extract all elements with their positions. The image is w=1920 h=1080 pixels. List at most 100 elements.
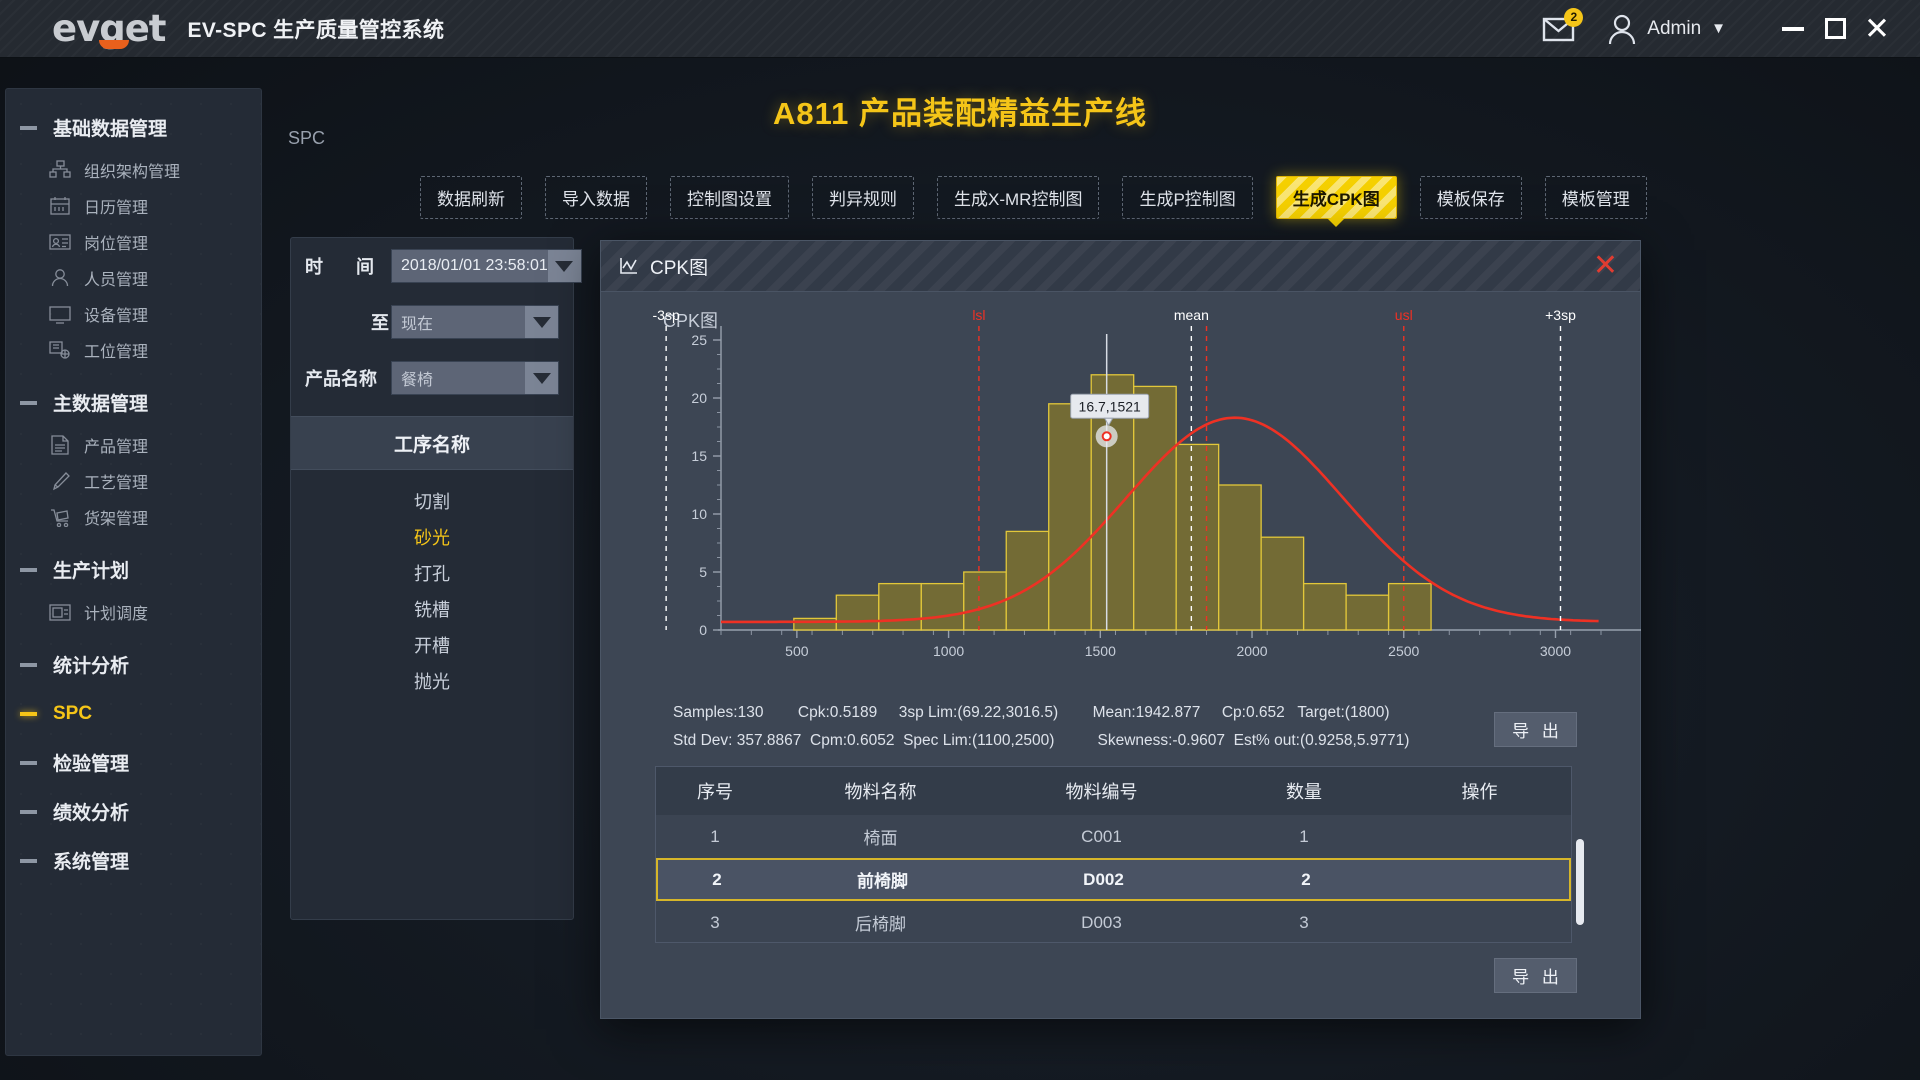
histogram-bar[interactable] bbox=[1302, 582, 1347, 631]
table-scrollbar[interactable] bbox=[1576, 839, 1584, 925]
sidebar-group-3[interactable]: 统计分析 bbox=[6, 640, 261, 689]
chevron-down-icon[interactable] bbox=[525, 306, 558, 338]
sidebar-item-0-0[interactable]: 组织架构管理 bbox=[6, 152, 261, 188]
process-item-2[interactable]: 打孔 bbox=[414, 564, 450, 584]
histogram-bar[interactable] bbox=[878, 582, 922, 631]
collapse-dash-icon bbox=[20, 400, 37, 405]
process-item-0[interactable]: 切割 bbox=[414, 492, 450, 512]
time-label: 时 间 bbox=[305, 257, 389, 277]
table-cell: 3 bbox=[710, 912, 720, 932]
breadcrumb: SPC bbox=[288, 128, 326, 148]
cpk-dialog: CPK图 ✕ CPK图 0 5 10 15 20 25 500 1000 1500 2000 250… bbox=[600, 240, 1641, 1019]
sidebar-group-label: 主数据管理 bbox=[53, 394, 149, 415]
toolbar-button-1[interactable]: 导入数据 bbox=[545, 176, 647, 219]
collapse-dash-icon bbox=[20, 567, 37, 572]
sidebar-item-label: 计划调度 bbox=[84, 606, 149, 623]
sidebar-group-4[interactable]: SPC bbox=[6, 689, 261, 738]
sidebar-group-6[interactable]: 绩效分析 bbox=[6, 787, 261, 836]
histogram-bar[interactable] bbox=[1345, 594, 1390, 631]
process-item-3[interactable]: 铣槽 bbox=[414, 600, 450, 620]
dialog-close-button[interactable]: ✕ bbox=[1592, 249, 1618, 282]
table-row[interactable]: 2 前椅脚 D002 2 bbox=[656, 858, 1571, 901]
sidebar-item-label: 岗位管理 bbox=[84, 236, 149, 253]
table-row[interactable]: 1 椅面 C001 1 bbox=[656, 815, 1571, 858]
sidebar-group-2[interactable]: 生产计划 bbox=[6, 545, 261, 594]
close-button[interactable]: ✕ bbox=[1856, 9, 1898, 49]
histogram-bar[interactable] bbox=[1048, 403, 1092, 631]
chevron-down-icon[interactable]: ▼ bbox=[1711, 20, 1726, 37]
sidebar-item-0-3[interactable]: 人员管理 bbox=[6, 260, 261, 296]
x-tick-label: 500 bbox=[785, 643, 809, 659]
toolbar-button-3[interactable]: 判异规则 bbox=[812, 176, 914, 219]
histogram-bar[interactable] bbox=[1133, 385, 1177, 631]
sidebar-group-1[interactable]: 主数据管理 bbox=[6, 378, 261, 427]
logo-swoosh-icon bbox=[99, 40, 129, 49]
maximize-button[interactable] bbox=[1814, 9, 1856, 49]
process-item-4[interactable]: 开槽 bbox=[414, 636, 450, 656]
line-chart-icon bbox=[620, 258, 637, 274]
sidebar-item-2-0[interactable]: 计划调度 bbox=[6, 594, 261, 630]
user-name[interactable]: Admin bbox=[1647, 17, 1702, 39]
titlebar-actions: 2 Admin ▼ ✕ bbox=[1541, 7, 1920, 49]
sidebar-group-0[interactable]: 基础数据管理 bbox=[6, 103, 261, 152]
histogram-bar[interactable] bbox=[793, 617, 837, 631]
sidebar-item-0-1[interactable]: 日历管理 bbox=[6, 188, 261, 224]
toolbar-button-2[interactable]: 控制图设置 bbox=[670, 176, 789, 219]
table-row[interactable]: 3 后椅脚 D003 3 bbox=[656, 901, 1571, 942]
sidebar-group-label: 基础数据管理 bbox=[53, 119, 168, 140]
sidebar-item-0-5[interactable]: 工位管理 bbox=[6, 332, 261, 368]
sidebar-item-1-0[interactable]: 产品管理 bbox=[6, 427, 261, 463]
table-header-row: 序号 物料名称 物料编号 数量 操作 bbox=[656, 767, 1571, 815]
histogram-bar[interactable] bbox=[835, 594, 880, 631]
time-select[interactable]: 2018/01/01 23:58:01 bbox=[391, 249, 582, 283]
sidebar-group-label: 生产计划 bbox=[53, 561, 130, 582]
collapse-dash-icon bbox=[20, 809, 37, 814]
histogram-bar[interactable] bbox=[1175, 443, 1220, 631]
toolbar-button-8[interactable]: 模板管理 bbox=[1544, 176, 1647, 219]
id-card-icon bbox=[49, 234, 71, 250]
product-value: 餐椅 bbox=[401, 372, 434, 389]
mail-button[interactable]: 2 bbox=[1541, 7, 1584, 46]
sidebar-group-5[interactable]: 检验管理 bbox=[6, 738, 261, 787]
product-select[interactable]: 餐椅 bbox=[391, 361, 559, 395]
toolbar-button-5[interactable]: 生成P控制图 bbox=[1122, 176, 1253, 219]
toolbar-button-4[interactable]: 生成X-MR控制图 bbox=[937, 176, 1100, 219]
export-table-button[interactable]: 导 出 bbox=[1494, 958, 1577, 993]
sidebar-item-0-4[interactable]: 设备管理 bbox=[6, 296, 261, 332]
process-item-5[interactable]: 抛光 bbox=[414, 672, 450, 692]
sidebar-item-1-1[interactable]: 工艺管理 bbox=[6, 463, 261, 499]
sidebar-group-7[interactable]: 系统管理 bbox=[6, 836, 261, 885]
user-icon[interactable] bbox=[1607, 13, 1637, 45]
chevron-down-icon[interactable] bbox=[547, 250, 581, 282]
x-tick-label: 2000 bbox=[1236, 643, 1267, 659]
chevron-down-icon[interactable] bbox=[525, 362, 558, 394]
histogram-bar[interactable] bbox=[920, 582, 965, 631]
cpk-histogram-chart[interactable]: 0 5 10 15 20 25 500 1000 1500 2000 2500 3000 -3sp lsl… bbox=[601, 292, 1642, 692]
export-chart-button[interactable]: 导 出 bbox=[1494, 712, 1577, 747]
process-list: 切割砂光打孔铣槽开槽抛光 bbox=[291, 483, 573, 699]
tooltip-pointer bbox=[1103, 417, 1114, 427]
toolbar-button-7[interactable]: 模板保存 bbox=[1419, 176, 1522, 219]
product-label: 产品名称 bbox=[305, 369, 377, 389]
histogram-bar[interactable] bbox=[1218, 484, 1262, 631]
marker-label-usl: usl bbox=[1395, 307, 1413, 323]
toolbar-button-6[interactable]: 生成CPK图 bbox=[1275, 176, 1397, 227]
marker-label-mean: mean bbox=[1174, 307, 1209, 323]
sidebar-item-label: 产品管理 bbox=[84, 439, 149, 456]
data-point-marker[interactable] bbox=[1101, 431, 1112, 442]
to-select[interactable]: 现在 bbox=[391, 305, 559, 339]
x-tick-label: 3000 bbox=[1540, 643, 1571, 659]
histogram-bar[interactable] bbox=[1387, 582, 1432, 631]
histogram-bar[interactable] bbox=[1260, 536, 1305, 631]
brush-icon bbox=[53, 472, 70, 491]
sidebar-item-label: 货架管理 bbox=[84, 511, 149, 528]
sidebar-item-0-2[interactable]: 岗位管理 bbox=[6, 224, 261, 260]
minimize-button[interactable] bbox=[1772, 9, 1814, 49]
sidebar-group-label: SPC bbox=[53, 702, 93, 724]
toolbar-button-0[interactable]: 数据刷新 bbox=[420, 176, 522, 219]
dialog-title: CPK图 bbox=[650, 257, 709, 279]
process-item-1[interactable]: 砂光 bbox=[414, 528, 450, 548]
table-column-header-2: 物料编号 bbox=[1065, 782, 1138, 802]
sidebar: 基础数据管理组织架构管理 日历管理岗位管理人员管理 设备管理 工位管理主数据管理产品管… bbox=[5, 88, 262, 1056]
sidebar-item-1-2[interactable]: 货架管理 bbox=[6, 499, 261, 535]
